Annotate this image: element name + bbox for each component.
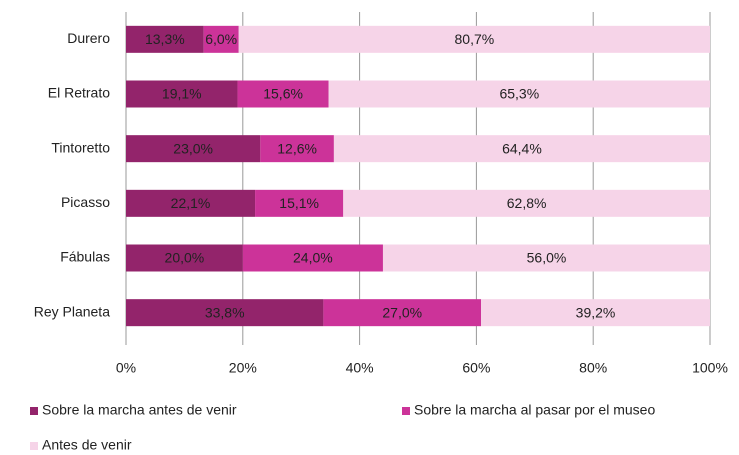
bar-segment: [260, 135, 334, 163]
y-tick-label: Durero: [67, 30, 110, 46]
data-label: 64,4%: [502, 140, 542, 156]
bar-segment: [126, 244, 243, 272]
bar-segment: [237, 80, 329, 108]
data-label: 56,0%: [527, 250, 567, 266]
y-tick-label: Picasso: [61, 194, 110, 210]
bar-segment: [242, 244, 383, 272]
bar-segment: [126, 80, 238, 108]
bar-segment: [126, 189, 256, 217]
data-label: 33,8%: [205, 304, 245, 320]
legend-swatch: [30, 407, 38, 415]
data-label: 62,8%: [507, 195, 547, 211]
data-label: 39,2%: [576, 304, 616, 320]
bar-segment: [238, 25, 710, 53]
data-label: 12,6%: [277, 140, 317, 156]
legend-label: Sobre la marcha al pasar por el museo: [414, 402, 655, 418]
legend-label: Antes de venir: [42, 437, 132, 453]
y-tick-label: Rey Planeta: [34, 303, 110, 319]
x-tick-label: 80%: [579, 360, 607, 376]
data-label: 15,6%: [263, 86, 303, 102]
data-label: 27,0%: [382, 304, 422, 320]
bar-segment: [328, 80, 710, 108]
legend-label: Sobre la marcha antes de venir: [42, 402, 237, 418]
bar-segment: [255, 189, 344, 217]
legend-swatch: [30, 442, 38, 450]
x-tick-label: 20%: [229, 360, 257, 376]
y-tick-label: Tintoretto: [51, 139, 110, 155]
bar-segment: [382, 244, 710, 272]
data-label: 15,1%: [279, 195, 319, 211]
x-tick-label: 100%: [692, 360, 728, 376]
data-label: 6,0%: [205, 31, 237, 47]
bar-segment: [203, 25, 239, 53]
bar-segment: [323, 299, 482, 327]
data-label: 24,0%: [293, 250, 333, 266]
data-label: 23,0%: [173, 140, 213, 156]
data-label: 80,7%: [455, 31, 495, 47]
data-label: 13,3%: [145, 31, 185, 47]
bar-segment: [343, 189, 710, 217]
bar-segment: [481, 299, 710, 327]
x-tick-label: 40%: [346, 360, 374, 376]
legend-swatch: [402, 407, 410, 415]
y-tick-label: El Retrato: [48, 85, 110, 101]
x-tick-label: 0%: [116, 360, 136, 376]
x-tick-label: 60%: [462, 360, 490, 376]
y-tick-label: Fábulas: [60, 249, 110, 265]
bar-segment: [333, 135, 710, 163]
data-label: 19,1%: [162, 86, 202, 102]
data-label: 20,0%: [165, 250, 205, 266]
bar-segment: [126, 299, 324, 327]
bar-segment: [126, 25, 204, 53]
data-label: 65,3%: [499, 86, 539, 102]
bar-segment: [126, 135, 261, 163]
data-label: 22,1%: [171, 195, 211, 211]
